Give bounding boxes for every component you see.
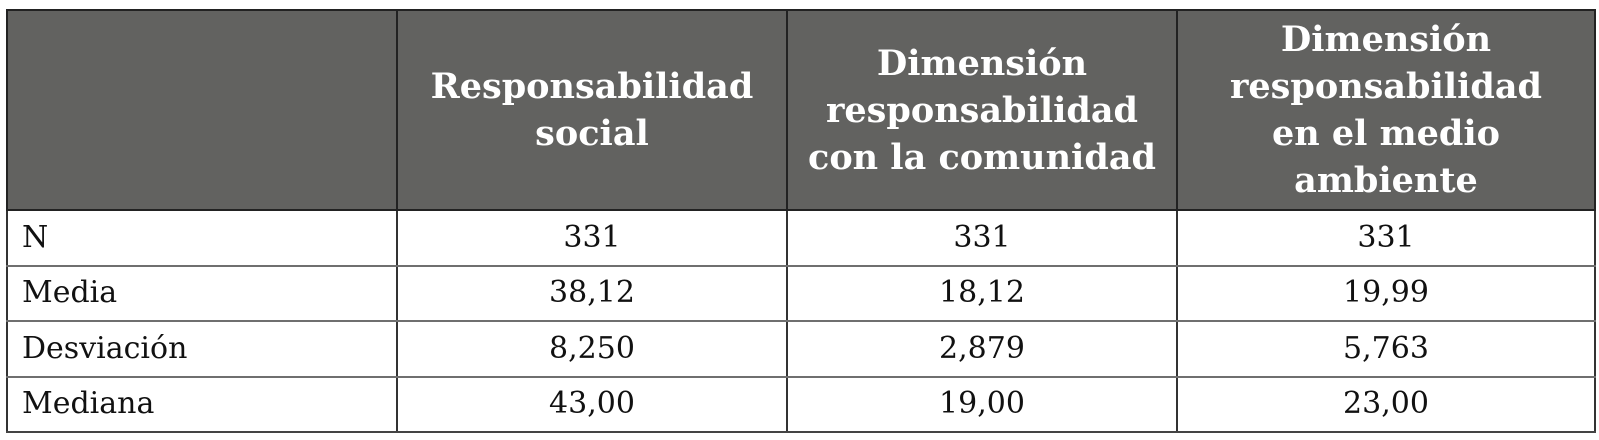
table-row-desviacion: Desviación 8,250 2,879 5,763 [6,320,1596,378]
descriptive-statistics-table: Responsabilidad social Dimensión respons… [6,9,1596,433]
cell-desviacion-dimension-comunidad: 2,879 [786,320,1178,378]
table-row-n: N 331 331 331 [6,209,1596,267]
cell-media-dimension-comunidad: 18,12 [786,264,1178,322]
cell-mediana-responsabilidad-social: 43,00 [396,375,788,433]
cell-media-dimension-medio-ambiente: 19,99 [1176,264,1596,322]
cell-mediana-dimension-medio-ambiente: 23,00 [1176,375,1596,433]
header-corner-cell [6,9,398,211]
row-label-mediana: Mediana [6,375,398,433]
cell-n-dimension-medio-ambiente: 331 [1176,209,1596,267]
row-label-media: Media [6,264,398,322]
row-label-n: N [6,209,398,267]
cell-n-responsabilidad-social: 331 [396,209,788,267]
cell-mediana-dimension-comunidad: 19,00 [786,375,1178,433]
cell-desviacion-responsabilidad-social: 8,250 [396,320,788,378]
header-dimension-comunidad: Dimensión responsabilidad con la comunid… [786,9,1178,211]
table-row-media: Media 38,12 18,12 19,99 [6,264,1596,322]
table-body: N 331 331 331 Media 38,12 18,12 19,99 De… [6,209,1596,433]
cell-n-dimension-comunidad: 331 [786,209,1178,267]
table-header: Responsabilidad social Dimensión respons… [6,9,1596,211]
header-responsabilidad-social: Responsabilidad social [396,9,788,211]
table-row-mediana: Mediana 43,00 19,00 23,00 [6,375,1596,433]
header-dimension-medio-ambiente: Dimensión responsabilidad en el medio am… [1176,9,1596,211]
header-row: Responsabilidad social Dimensión respons… [6,9,1596,211]
cell-media-responsabilidad-social: 38,12 [396,264,788,322]
row-label-desviacion: Desviación [6,320,398,378]
cell-desviacion-dimension-medio-ambiente: 5,763 [1176,320,1596,378]
